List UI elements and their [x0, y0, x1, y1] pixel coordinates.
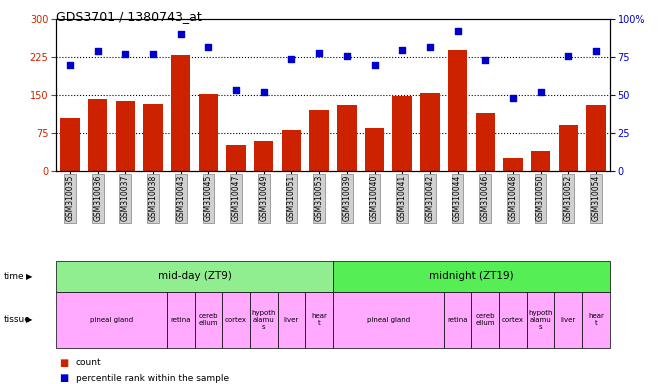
Text: cereb
ellum: cereb ellum — [199, 313, 218, 326]
Point — [452, 28, 463, 35]
Bar — [199, 94, 218, 171]
Text: liver: liver — [561, 317, 576, 323]
Text: count: count — [76, 358, 102, 367]
Bar — [337, 105, 356, 171]
Text: mid-day (ZT9): mid-day (ZT9) — [158, 271, 232, 281]
Text: hear
t: hear t — [588, 313, 604, 326]
Text: hypoth
alamu
s: hypoth alamu s — [529, 310, 553, 330]
Bar — [558, 126, 578, 171]
Point — [591, 48, 601, 54]
Text: ▶: ▶ — [26, 272, 33, 281]
Point — [286, 56, 297, 62]
Text: time: time — [3, 272, 24, 281]
Bar — [448, 50, 467, 171]
Point — [120, 51, 131, 57]
Bar — [88, 99, 108, 171]
Point — [397, 46, 407, 53]
Text: cortex: cortex — [502, 317, 524, 323]
Bar — [226, 145, 246, 171]
Text: retina: retina — [170, 317, 191, 323]
Point — [176, 31, 186, 38]
Text: pineal gland: pineal gland — [367, 317, 410, 323]
Text: hypoth
alamu
s: hypoth alamu s — [251, 310, 276, 330]
Point — [480, 57, 490, 63]
Point — [424, 43, 435, 50]
Point — [563, 53, 574, 59]
Point — [259, 89, 269, 95]
Text: liver: liver — [284, 317, 299, 323]
Text: GDS3701 / 1380743_at: GDS3701 / 1380743_at — [56, 10, 202, 23]
Point — [314, 50, 325, 56]
Point — [203, 43, 214, 50]
Bar — [503, 158, 523, 171]
Bar — [476, 113, 495, 171]
Point — [535, 89, 546, 95]
Text: ▶: ▶ — [26, 315, 33, 324]
Text: retina: retina — [447, 317, 468, 323]
Text: percentile rank within the sample: percentile rank within the sample — [76, 374, 229, 383]
Point — [92, 48, 103, 54]
Point — [231, 88, 242, 94]
Point — [65, 62, 75, 68]
Bar — [143, 104, 163, 171]
Bar — [282, 131, 301, 171]
Text: pineal gland: pineal gland — [90, 317, 133, 323]
Bar — [115, 101, 135, 171]
Text: midnight (ZT19): midnight (ZT19) — [429, 271, 513, 281]
Text: hear
t: hear t — [311, 313, 327, 326]
Text: ■: ■ — [59, 373, 69, 383]
Text: cereb
ellum: cereb ellum — [475, 313, 495, 326]
Text: ■: ■ — [59, 358, 69, 368]
Bar — [60, 118, 80, 171]
Bar — [586, 105, 606, 171]
Point — [148, 51, 158, 57]
Bar — [420, 93, 440, 171]
Point — [369, 62, 380, 68]
Bar — [310, 110, 329, 171]
Bar — [171, 55, 190, 171]
Point — [341, 53, 352, 59]
Bar — [254, 141, 273, 171]
Bar — [393, 96, 412, 171]
Text: tissue: tissue — [3, 315, 30, 324]
Bar — [365, 128, 384, 171]
Point — [508, 95, 518, 101]
Bar — [531, 151, 550, 171]
Text: cortex: cortex — [225, 317, 247, 323]
